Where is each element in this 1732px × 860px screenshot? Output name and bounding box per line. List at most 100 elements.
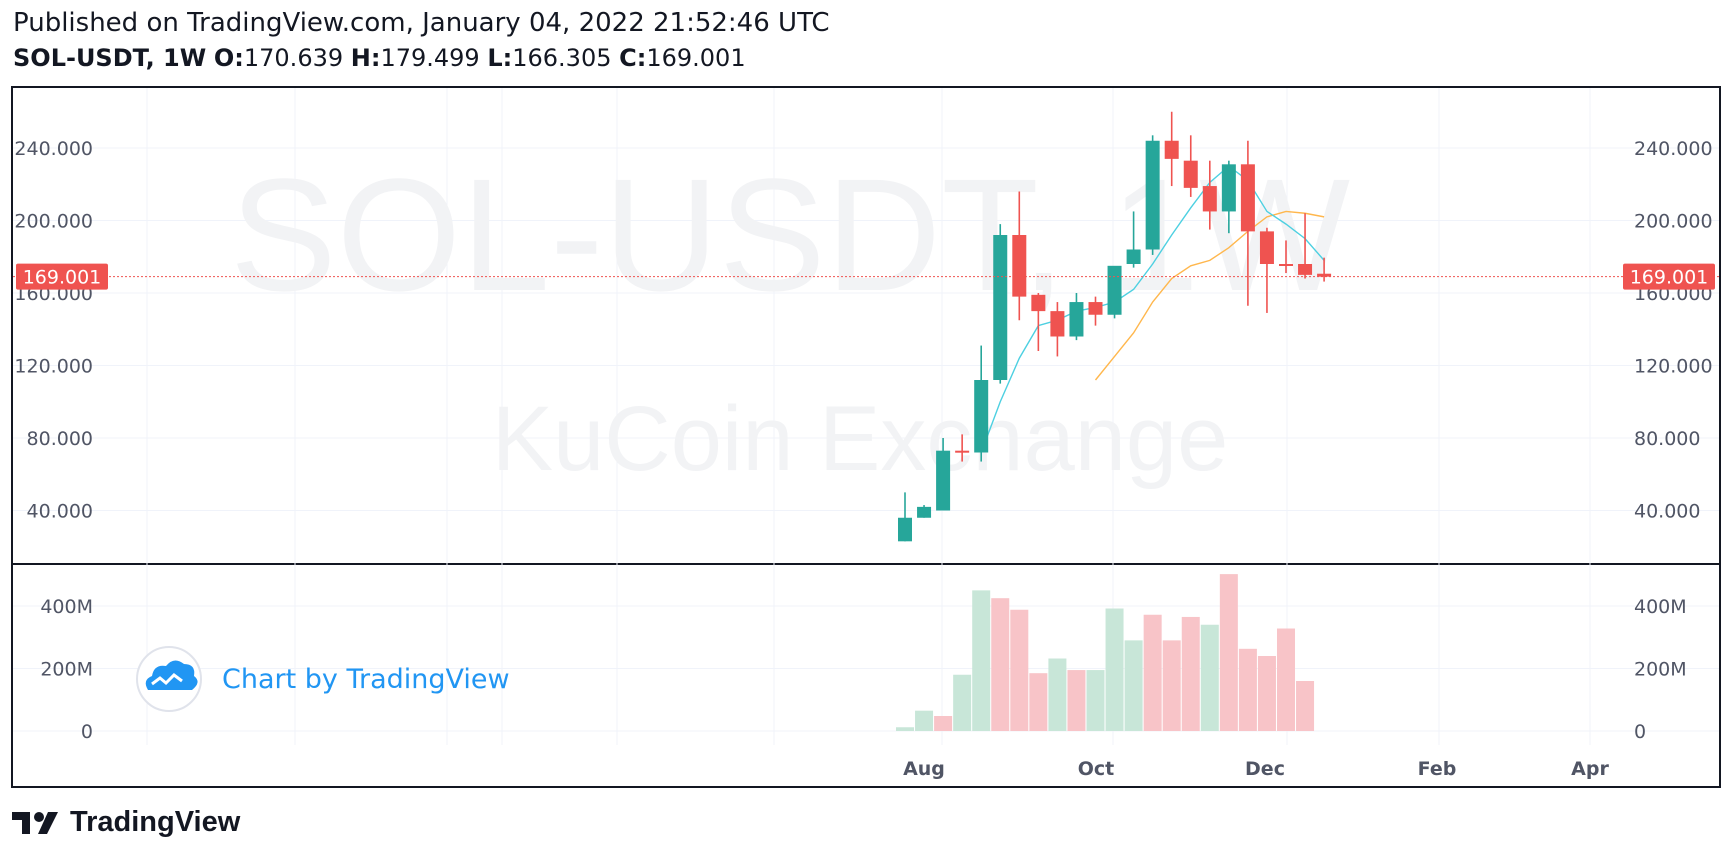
volume-bar (1219, 574, 1238, 731)
candle (1012, 191, 1027, 321)
candle (1317, 257, 1332, 282)
candle-body (1279, 264, 1293, 266)
candle (1240, 140, 1255, 306)
candle-body (1221, 164, 1236, 212)
candle-body (1088, 302, 1103, 315)
candle-body (1240, 164, 1255, 232)
candle (1221, 160, 1236, 234)
cloud-shape (145, 660, 198, 690)
y-tick-label-left: 240.000 (14, 138, 93, 160)
x-tick-label: Dec (1245, 758, 1285, 780)
last-price-text-left: 169.001 (23, 267, 102, 289)
candle (993, 224, 1008, 384)
candle (1107, 265, 1122, 319)
cloud-line (151, 673, 183, 686)
volume-bar (991, 598, 1010, 731)
y-tick-label-left: 40.000 (27, 501, 93, 523)
last-price-label-left: 169.001 (16, 263, 108, 290)
volume-bar (915, 710, 934, 731)
candle-body (936, 450, 951, 511)
candle (1031, 293, 1046, 351)
candle (1088, 296, 1103, 326)
x-tick-label: Feb (1418, 758, 1457, 780)
tradingview-logo[interactable]: TradingView (12, 806, 240, 839)
candle-body (1031, 294, 1046, 312)
high-value: 179.499 (380, 44, 480, 72)
candle-body (1164, 140, 1179, 159)
candle (1298, 213, 1313, 279)
tradingview-logo-icon (12, 811, 58, 834)
grid (13, 88, 1719, 745)
high-label: H: (350, 44, 381, 72)
symbol-label: SOL-USDT, 1W (13, 44, 207, 72)
volume-tick-label-right: 200M (1634, 659, 1687, 681)
volume-bar (972, 590, 991, 731)
volume-bar (1105, 608, 1124, 731)
volume-bar (953, 674, 972, 731)
volume-tick-label-left: 0 (81, 721, 93, 743)
y-tick-label-right: 200.000 (1634, 211, 1713, 233)
candle (1126, 211, 1141, 268)
watermark-symbol: SOL-USDT, 1W (230, 145, 1350, 324)
candle (1259, 227, 1274, 313)
low-value: 166.305 (512, 44, 612, 72)
x-tick-label: Oct (1078, 758, 1115, 780)
candle (1202, 160, 1217, 230)
tradingview-wordmark: TradingView (70, 806, 241, 838)
low-label: L: (487, 44, 513, 72)
x-tick-label: Aug (903, 758, 945, 780)
volume-bar (1029, 673, 1048, 731)
volume-bar (1296, 681, 1315, 731)
candle (1183, 135, 1198, 197)
candle-body (1298, 264, 1313, 275)
candle-body (1145, 140, 1160, 250)
chart[interactable]: SOL-USDT, 1W KuCoin Exchange 40.000 40.00… (0, 0, 1732, 800)
volume-bar (1257, 656, 1276, 731)
candle (955, 434, 970, 462)
candle-body (955, 450, 970, 453)
chart-by-label: Chart by TradingView (222, 664, 510, 695)
watermark-exchange: KuCoin Exchange (492, 388, 1229, 490)
candles (898, 111, 1332, 542)
candle-body (1317, 273, 1332, 277)
candle-body (898, 517, 912, 542)
open-value: 170.639 (243, 44, 344, 72)
volume-bars (896, 574, 1315, 731)
y-tick-label-left: 200.000 (14, 211, 93, 233)
last-price-label-right: 169.001 (1623, 263, 1715, 290)
volume-bar (1181, 616, 1200, 731)
volume-bar (1048, 658, 1067, 731)
x-tick-label: Apr (1571, 758, 1609, 780)
volume-tick-label-left: 400M (40, 596, 93, 618)
volume-bar (896, 727, 914, 731)
candle-body (1012, 235, 1027, 297)
volume-tick-label-right: 400M (1634, 596, 1687, 618)
candle (1164, 111, 1179, 187)
candle (898, 492, 912, 542)
volume-bar (934, 716, 953, 731)
candle-body (993, 235, 1008, 380)
volume-bar (1200, 624, 1219, 731)
y-tick-label-right: 120.000 (1634, 356, 1713, 378)
candle (974, 345, 989, 462)
candle-body (1183, 160, 1198, 188)
candle (1145, 135, 1160, 255)
y-tick-label-right: 40.000 (1634, 501, 1700, 523)
chart-by-tradingview[interactable]: Chart by TradingView (136, 646, 510, 712)
y-tick-label-right: 80.000 (1634, 428, 1700, 450)
last-price-box-left (16, 263, 108, 290)
volume-tick-label-left: 200M (40, 659, 93, 681)
candle (1069, 293, 1084, 341)
candle-body (1259, 231, 1274, 264)
candle-body (1202, 186, 1217, 212)
published-info: Published on TradingView.com, January 04… (13, 8, 830, 38)
candle (1279, 240, 1293, 274)
last-price-text-right: 169.001 (1630, 267, 1709, 289)
volume-bar (1277, 628, 1295, 731)
volume-bar (1067, 670, 1086, 731)
close-label: C: (619, 44, 647, 72)
close-value: 169.001 (646, 44, 746, 72)
volume-bar (1086, 670, 1105, 731)
candle-body (974, 380, 989, 453)
chart-frame (11, 86, 1721, 788)
